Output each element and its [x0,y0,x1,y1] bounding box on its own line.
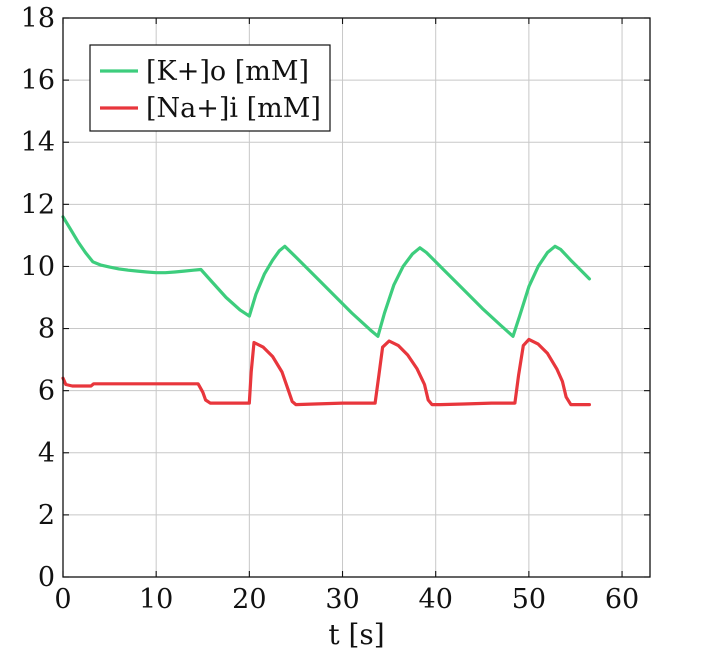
plot-frame [62,17,651,578]
y-tick-label: 12 [21,189,55,220]
axis-ticks [62,17,650,578]
y-tick-label: 10 [21,251,55,282]
y-tick-label: 8 [38,314,55,345]
series-lines [61,215,592,407]
legend-box [89,44,331,132]
x-tick-label: 60 [605,584,639,615]
y-tick-label: 0 [38,562,55,593]
y-tick-label: 4 [38,438,55,469]
y-tick-label: 18 [21,3,55,34]
legend-label: [Na+]i [mM] [146,93,321,124]
x-tick-label: 20 [232,584,266,615]
y-tick-label: 6 [38,376,55,407]
series-line-na-i [61,337,592,407]
y-tick-label: 2 [38,500,55,531]
tick-labels: 0 10 20 30 40 50 60 0 2 4 6 8 10 12 14 16 18 [21,3,640,615]
grid [63,18,650,577]
x-tick-label: 40 [419,584,453,615]
y-tick-label: 16 [21,65,55,96]
x-tick-label: 0 [54,584,71,615]
x-axis-label: t [s] [328,618,384,651]
y-tick-label: 14 [21,127,55,158]
x-tick-label: 30 [325,584,359,615]
series-line-k-o [61,215,592,338]
legend: [K+]o [mM] [Na+]i [mM] [89,44,331,132]
x-tick-label: 10 [139,584,173,615]
legend-label: [K+]o [mM] [146,56,309,87]
x-tick-label: 50 [512,584,546,615]
